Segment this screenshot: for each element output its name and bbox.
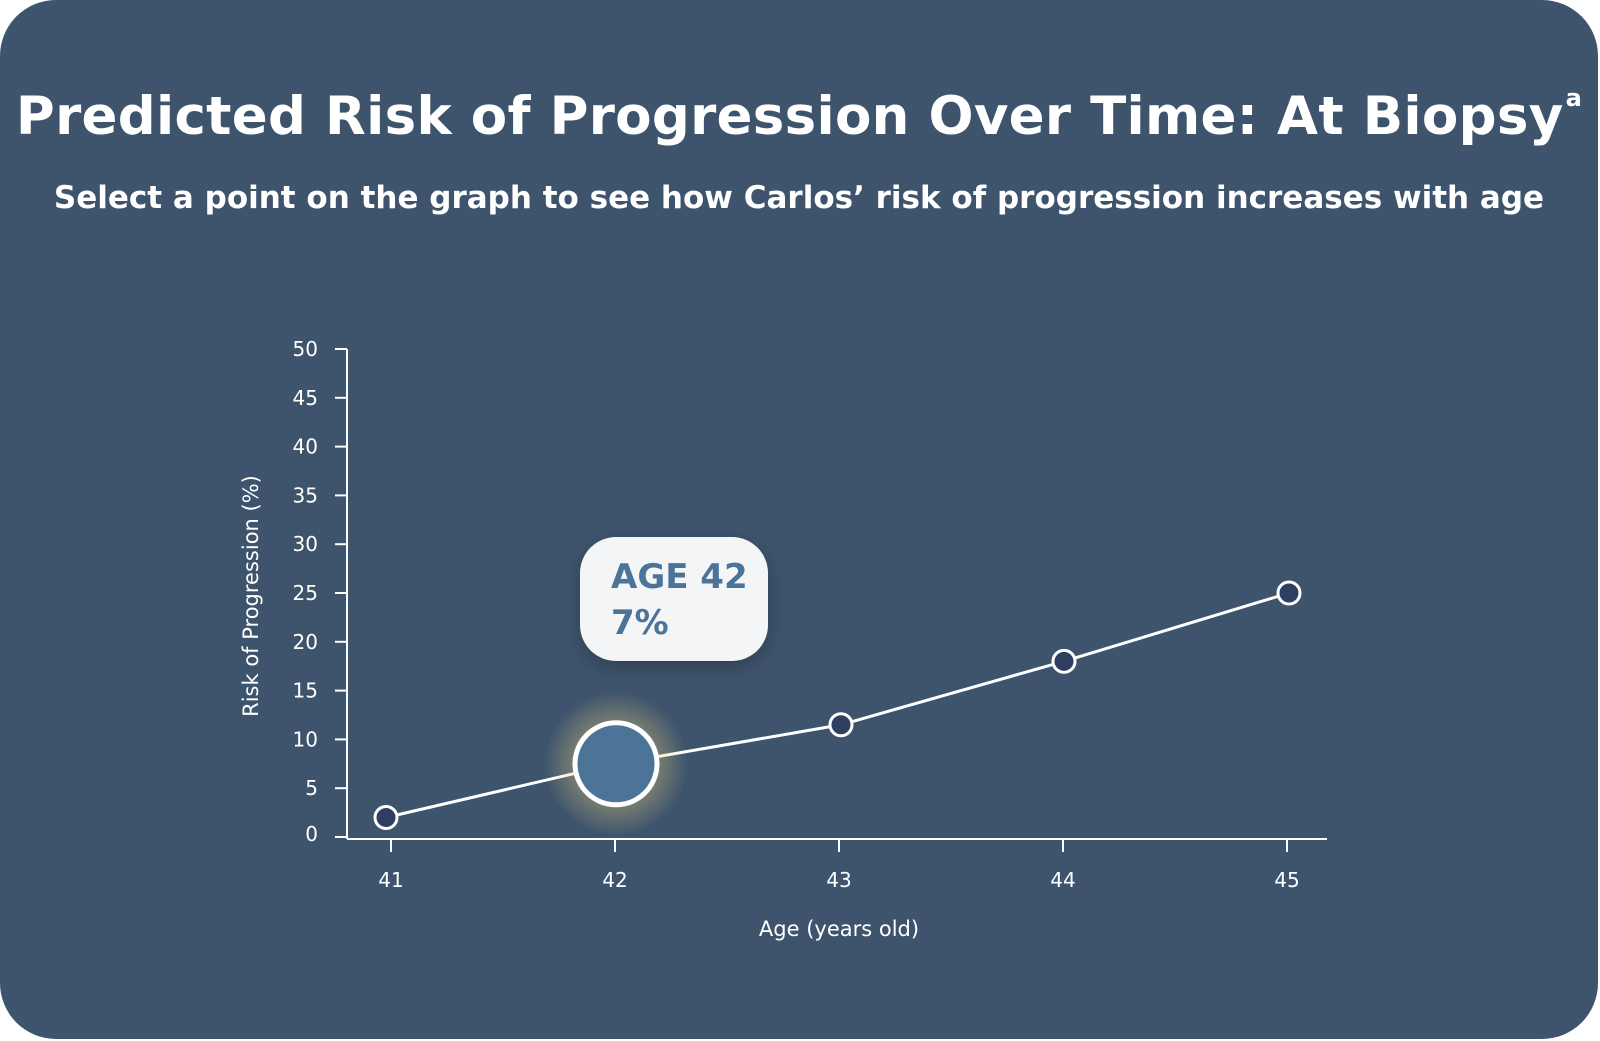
value-tooltip: AGE 42 7% [580,537,768,661]
y-axis-title: Risk of Progression (%) [239,475,263,717]
data-point[interactable] [1276,580,1302,606]
x-tick-label: 43 [826,868,851,892]
chart-subtitle: Select a point on the graph to see how C… [53,180,1545,216]
data-point[interactable] [828,712,854,738]
data-point[interactable] [373,804,399,830]
y-tick-label: 15 [293,679,318,703]
x-tick-label: 44 [1050,868,1075,892]
y-tick-label: 0 [305,822,318,846]
title-footnote-marker: a [1565,84,1583,112]
y-tick-label: 40 [293,435,318,459]
y-tick-label: 35 [293,483,318,507]
y-tick-label: 25 [293,581,318,605]
data-point-selected[interactable] [572,720,660,808]
tooltip-age-label: AGE 42 [611,557,748,597]
y-tick-label: 5 [305,776,318,800]
data-point[interactable] [1051,648,1077,674]
tooltip-value-label: 7% [611,603,669,643]
x-tick-label: 42 [602,868,627,892]
chart-title: Predicted Risk of Progression Over Time:… [0,84,1598,147]
series-line [385,591,1290,819]
x-tick-label: 45 [1274,868,1299,892]
x-axis-title: Age (years old) [759,917,919,941]
y-tick-label: 30 [293,532,318,556]
y-tick-label: 45 [293,386,318,410]
y-tick-label: 50 [293,337,318,361]
chart-title-text: Predicted Risk of Progression Over Time:… [15,86,1564,147]
y-tick-label: 10 [293,727,318,751]
y-tick-label: 20 [293,630,318,654]
x-tick-label: 41 [378,868,403,892]
